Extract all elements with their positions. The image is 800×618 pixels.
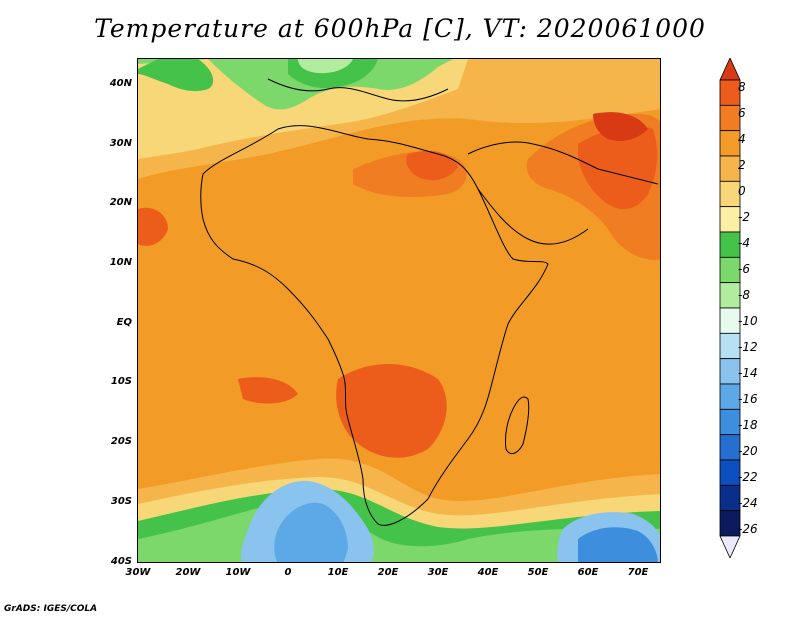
lon-label-50e: 50E: [527, 567, 549, 578]
madagascar-coastline: [505, 396, 530, 455]
temperature-map: [137, 58, 661, 563]
lat-label-20n: 20N: [109, 197, 132, 208]
temperature-field-hot-middle-east: [578, 125, 658, 210]
lon-label-20e: 20E: [377, 567, 399, 578]
map-canvas: [138, 59, 660, 562]
colorbar-segment: [719, 130, 741, 157]
arabia-coastline: [477, 188, 589, 245]
colorbar-segment: [719, 282, 741, 309]
temperature-field-hot-south-atlantic: [238, 377, 298, 404]
temperature-field-green-europe: [138, 59, 453, 110]
colorbar-label-neg4: -4: [738, 236, 750, 250]
lat-label-40n: 40N: [109, 78, 132, 89]
lon-label-30e: 30E: [427, 567, 449, 578]
lat-label-10s: 10S: [110, 376, 132, 387]
temperature-field-colder-pool-southeast: [578, 527, 658, 562]
colorbar: [719, 58, 741, 558]
lon-label-20w: 20W: [175, 567, 201, 578]
colorbar-segment: [719, 510, 741, 537]
lat-label-20s: 20S: [110, 436, 132, 447]
colorbar-label-6: 6: [738, 106, 746, 120]
asia-coastline: [467, 141, 659, 185]
colorbar-label-neg16: -16: [738, 392, 758, 406]
colorbar-segment: [719, 79, 741, 106]
temperature-field-colder-pool-southwest: [274, 502, 348, 562]
colorbar-segment: [719, 358, 741, 385]
temperature-field-green-atlantic: [138, 59, 214, 92]
lon-label-60e: 60E: [577, 567, 599, 578]
colorbar-label-neg20: -20: [738, 444, 758, 458]
colorbar-segment: [719, 155, 741, 182]
colorbar-segment: [719, 307, 741, 334]
lat-label-eq: EQ: [116, 317, 132, 328]
colorbar-label-2: 2: [738, 158, 746, 172]
europe-coastline: [267, 78, 449, 102]
temperature-field-warm-west: [138, 207, 168, 246]
lon-label-10w: 10W: [225, 567, 251, 578]
colorbar-label-neg8: -8: [738, 288, 750, 302]
colorbar-label-neg12: -12: [738, 340, 758, 354]
colorbar-segment: [719, 434, 741, 461]
lon-label-10e: 10E: [327, 567, 349, 578]
colorbar-segment: [719, 206, 741, 233]
colorbar-segment: [719, 332, 741, 360]
colorbar-segment: [719, 104, 741, 132]
colorbar-segment: [719, 231, 741, 258]
colorbar-segment: [719, 459, 741, 486]
lat-label-30s: 30S: [110, 496, 132, 507]
colorbar-segment: [719, 408, 741, 436]
colorbar-bottom-arrow: [719, 535, 741, 558]
colorbar-label-8: 8: [738, 80, 746, 94]
colorbar-label-neg18: -18: [738, 418, 758, 432]
colorbar-label-neg6: -6: [738, 262, 750, 276]
temperature-field-max-middle-east: [593, 112, 648, 141]
colorbar-label-neg10: -10: [738, 314, 758, 328]
colorbar-label-0: 0: [738, 184, 746, 198]
colorbar-segment: [719, 383, 741, 410]
lon-label-30w: 30W: [125, 567, 151, 578]
colorbar-label-neg26: -26: [738, 522, 758, 536]
credit-text: GrADS: IGES/COLA: [4, 604, 98, 614]
lon-label-70e: 70E: [627, 567, 649, 578]
lon-label-40e: 40E: [477, 567, 499, 578]
africa-coastline: [200, 125, 549, 526]
colorbar-segment: [719, 180, 741, 208]
lat-label-10n: 10N: [109, 257, 132, 268]
temperature-field-hot-south-africa: [336, 364, 447, 458]
colorbar-label-neg22: -22: [738, 470, 758, 484]
colorbar-segment: [719, 484, 741, 512]
map-title: Temperature at 600hPa [C], VT: 202006100…: [94, 14, 706, 43]
colorbar-segment: [719, 256, 741, 284]
lon-label-0: 0: [284, 567, 292, 578]
colorbar-label-4: 4: [738, 132, 746, 146]
lat-label-30n: 30N: [109, 138, 132, 149]
colorbar-label-neg2: -2: [738, 210, 750, 224]
colorbar-label-neg24: -24: [738, 496, 758, 510]
colorbar-label-neg14: -14: [738, 366, 758, 380]
temperature-field-pale-green: [298, 59, 353, 74]
lat-label-40s: 40S: [110, 556, 132, 567]
colorbar-top-arrow: [719, 58, 741, 81]
temperature-field-hot-sahara: [406, 150, 458, 181]
